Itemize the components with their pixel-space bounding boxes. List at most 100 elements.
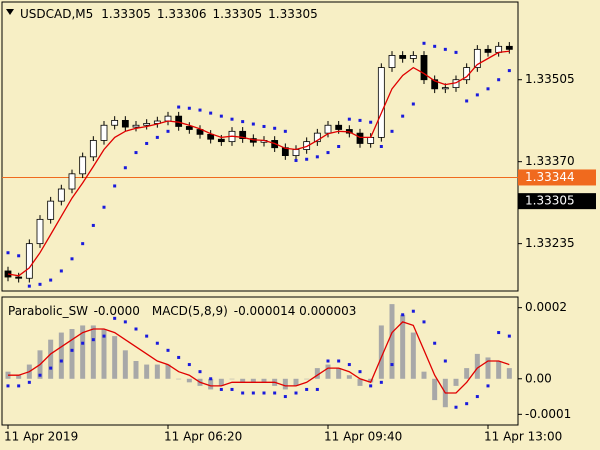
x-tick-label: 11 Apr 13:00	[484, 430, 562, 444]
dot	[230, 117, 234, 121]
dot	[507, 69, 511, 73]
dot	[27, 284, 31, 288]
dot	[6, 251, 10, 255]
dot	[507, 334, 511, 338]
candle-body	[111, 119, 119, 126]
indicator-header: Parabolic_SW -0.0000 MACD(5,8,9) -0.000014 …	[8, 304, 356, 318]
bar	[453, 378, 459, 386]
dot	[358, 370, 362, 374]
candle-body	[217, 138, 225, 143]
dot	[81, 341, 85, 345]
bar	[208, 378, 214, 390]
dot	[379, 380, 383, 384]
dot	[241, 391, 245, 395]
dot	[273, 391, 277, 395]
legend-entry: MACD(5,8,9)	[152, 304, 228, 318]
dot	[390, 363, 394, 367]
bar	[80, 325, 86, 379]
dot	[123, 320, 127, 324]
candle-body	[239, 130, 247, 140]
candle-body	[57, 188, 65, 202]
dot	[411, 102, 415, 106]
dot	[6, 384, 10, 388]
candle-body	[399, 55, 407, 59]
bar	[218, 378, 224, 386]
candle-body	[121, 119, 129, 128]
dot	[443, 359, 447, 363]
dot	[38, 373, 42, 377]
x-tick-label: 11 Apr 09:40	[324, 430, 402, 444]
dot	[294, 158, 298, 162]
dot	[401, 114, 405, 118]
dot	[166, 129, 170, 133]
dot	[305, 157, 309, 161]
dot	[70, 348, 74, 352]
dot	[81, 242, 85, 246]
bar	[122, 350, 128, 379]
dot	[209, 377, 213, 381]
dot	[187, 363, 191, 367]
dot	[326, 151, 330, 155]
candle-body	[324, 124, 332, 134]
quote: 1.33305	[213, 7, 263, 21]
dot	[337, 145, 341, 148]
x-tick-label: 11 Apr 2019	[4, 430, 78, 444]
dot	[315, 387, 319, 391]
dot	[134, 151, 138, 155]
line-series	[7, 50, 510, 277]
bar	[314, 368, 320, 379]
dot	[283, 395, 287, 399]
dot	[198, 370, 202, 374]
bar	[474, 353, 480, 379]
bar	[90, 325, 96, 379]
dot	[369, 384, 373, 388]
bar	[378, 325, 384, 379]
quote: 1.33305	[101, 7, 151, 21]
candle-body	[175, 115, 183, 127]
dot	[283, 129, 287, 133]
dot	[497, 78, 501, 82]
price-label: 1.33305	[525, 194, 575, 208]
dot	[177, 355, 181, 359]
dot	[390, 129, 394, 133]
dot	[422, 320, 426, 324]
bar	[304, 378, 310, 380]
y-tick-label: -0.0001	[525, 407, 571, 421]
dot	[369, 120, 373, 124]
bar	[506, 368, 512, 379]
dot	[113, 316, 117, 320]
bar	[400, 314, 406, 379]
dot	[145, 141, 149, 145]
dot	[166, 348, 170, 352]
dot	[475, 93, 479, 97]
dot	[59, 359, 63, 363]
dot	[497, 331, 501, 335]
dot	[230, 387, 234, 391]
dot	[17, 254, 21, 258]
candle-body	[292, 149, 300, 157]
dot	[241, 120, 245, 124]
candle-body	[356, 132, 364, 144]
dot	[443, 47, 447, 51]
dot	[273, 126, 277, 130]
dot	[262, 391, 266, 395]
candle-body	[473, 48, 481, 68]
dot	[465, 99, 469, 103]
dot	[433, 44, 437, 48]
candle-body	[68, 173, 76, 190]
dot	[411, 309, 415, 313]
bar	[357, 378, 363, 386]
candle-body	[79, 156, 87, 175]
candle-body	[431, 79, 439, 90]
candle-body	[100, 124, 108, 141]
dot	[315, 155, 319, 159]
dot	[358, 118, 362, 122]
dot	[209, 111, 213, 115]
line-series	[8, 321, 510, 394]
dot	[155, 341, 159, 345]
y-tick-label: 0.00	[525, 371, 552, 385]
bar	[16, 375, 22, 379]
dot	[454, 50, 458, 54]
candle-body	[367, 136, 375, 144]
